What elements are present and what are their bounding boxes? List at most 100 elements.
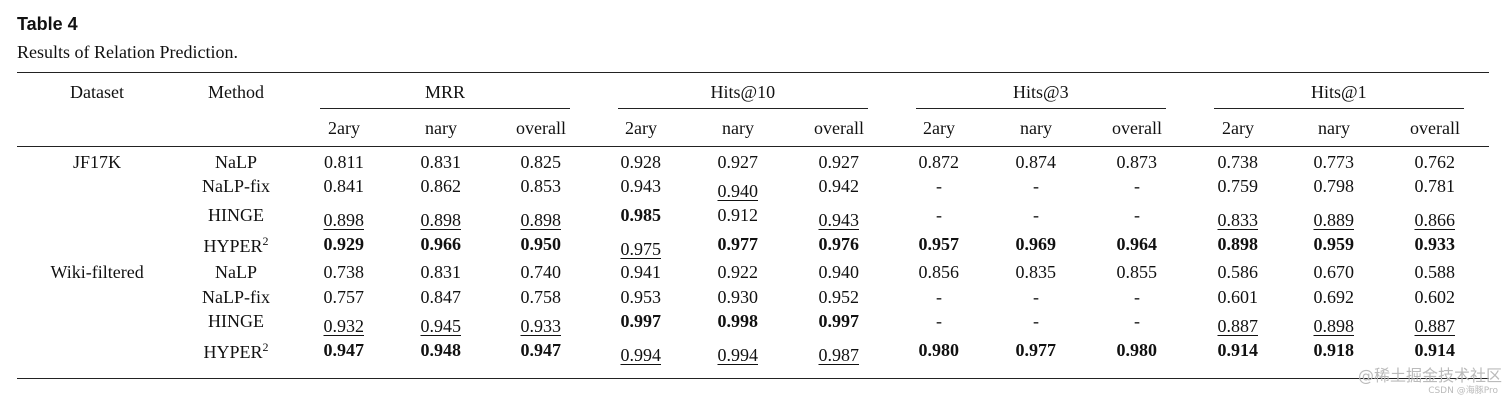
table-cell: 0.588	[1414, 262, 1456, 282]
table-cell: 0.773	[1313, 152, 1355, 172]
table-cell: 0.781	[1414, 176, 1456, 196]
table-cell: 0.964	[1116, 234, 1158, 254]
table-cell: -	[1134, 287, 1140, 307]
table-cell: 0.872	[918, 152, 960, 172]
table-cell: 0.977	[1015, 340, 1057, 360]
table-cell: 0.918	[1313, 340, 1355, 360]
table-cell: 0.898	[323, 210, 365, 230]
table-cell: 0.692	[1313, 287, 1355, 307]
table-cell: -	[1134, 176, 1140, 196]
table-cell: 0.943	[818, 210, 860, 230]
table-cell: 0.898	[1217, 234, 1259, 254]
table-cell: 0.841	[323, 176, 365, 196]
table-cell: 0.940	[717, 181, 759, 201]
table-cell: 0.977	[717, 234, 759, 254]
method-label: NaLP-fix	[202, 287, 270, 307]
table-cell: -	[936, 176, 942, 196]
table-cell: 0.943	[620, 176, 662, 196]
table-title: Table 4	[17, 14, 78, 34]
table-cell: 0.975	[620, 239, 662, 259]
table-cell: 0.866	[1414, 210, 1456, 230]
table-cell: 0.833	[1217, 210, 1259, 230]
table-cell: -	[1033, 311, 1039, 331]
table-caption: Results of Relation Prediction.	[17, 42, 238, 62]
table-cell: 0.835	[1015, 262, 1057, 282]
table-cell: 0.914	[1414, 340, 1456, 360]
table-cell: -	[1033, 287, 1039, 307]
table-cell: 0.825	[520, 152, 562, 172]
table-cell: 0.987	[818, 345, 860, 365]
table-cell: 0.757	[323, 287, 365, 307]
method-label: HYPER2	[203, 234, 269, 256]
table-cell: 0.887	[1414, 316, 1456, 336]
table-cell: -	[936, 311, 942, 331]
header-subcol-nary: nary	[1020, 118, 1052, 138]
table-cell: 0.950	[520, 234, 562, 254]
table-cell: 0.922	[717, 262, 759, 282]
table-cell: 0.933	[1414, 234, 1456, 254]
table-cell: 0.929	[323, 234, 365, 254]
table-cell: 0.602	[1414, 287, 1456, 307]
header-subcol-nary: nary	[1318, 118, 1350, 138]
table-cell: 0.898	[520, 210, 562, 230]
table-cell: 0.947	[323, 340, 365, 360]
table-cell: 0.898	[1313, 316, 1355, 336]
header-subcol-2ary: 2ary	[328, 118, 360, 138]
table-cell: 0.862	[420, 176, 462, 196]
method-superscript: 2	[262, 340, 269, 354]
table-cell: 0.927	[818, 152, 860, 172]
table-cell: 0.798	[1313, 176, 1355, 196]
table-cell: 0.670	[1313, 262, 1355, 282]
table-cell: 0.997	[818, 311, 860, 331]
header-group-hits1: Hits@1	[1311, 82, 1367, 102]
table-cell: 0.947	[520, 340, 562, 360]
header-subcol-overall: overall	[1112, 118, 1162, 138]
table-cell: 0.953	[620, 287, 662, 307]
table-cell: 0.945	[420, 316, 462, 336]
table-cell: 0.855	[1116, 262, 1158, 282]
header-subcol-overall: overall	[516, 118, 566, 138]
table-cell: -	[1134, 205, 1140, 225]
header-subcol-2ary: 2ary	[923, 118, 955, 138]
method-label: NaLP	[215, 152, 257, 172]
table-cell: 0.898	[420, 210, 462, 230]
header-method: Method	[208, 82, 264, 102]
method-label: NaLP	[215, 262, 257, 282]
table-cell: 0.831	[420, 152, 462, 172]
table-cell: 0.873	[1116, 152, 1158, 172]
table-cell: 0.738	[1217, 152, 1259, 172]
table-cell: 0.887	[1217, 316, 1259, 336]
dataset-label: JF17K	[73, 152, 122, 172]
table-cell: 0.928	[620, 152, 662, 172]
method-label: NaLP-fix	[202, 176, 270, 196]
method-label: HINGE	[208, 311, 264, 331]
header-subcol-2ary: 2ary	[1222, 118, 1254, 138]
table-cell: -	[936, 287, 942, 307]
table-cell: 0.738	[323, 262, 365, 282]
table-cell: 0.740	[520, 262, 562, 282]
table-cell: 0.874	[1015, 152, 1057, 172]
table-cell: 0.940	[818, 262, 860, 282]
table-cell: 0.932	[323, 316, 365, 336]
table-cell: -	[1033, 205, 1039, 225]
header-subcol-overall: overall	[1410, 118, 1460, 138]
table-cell: 0.889	[1313, 210, 1355, 230]
table-cell: 0.994	[717, 345, 759, 365]
bottom-rule	[17, 378, 1489, 379]
method-label: HINGE	[208, 205, 264, 225]
watermark-sub: CSDN @海豚Pro	[1428, 386, 1498, 396]
table-cell: 0.912	[717, 205, 759, 225]
table-cell: 0.758	[520, 287, 562, 307]
header-dataset: Dataset	[70, 82, 124, 102]
table-cell: 0.942	[818, 176, 860, 196]
table-cell: -	[1134, 311, 1140, 331]
table-cell: 0.959	[1313, 234, 1355, 254]
table-cell: 0.831	[420, 262, 462, 282]
table-cell: 0.969	[1015, 234, 1057, 254]
header-subcol-nary: nary	[722, 118, 754, 138]
table-cell: 0.985	[620, 205, 662, 225]
table-cell: 0.997	[620, 311, 662, 331]
table-cell: 0.998	[717, 311, 759, 331]
header-subcol-2ary: 2ary	[625, 118, 657, 138]
table-cell: 0.976	[818, 234, 860, 254]
